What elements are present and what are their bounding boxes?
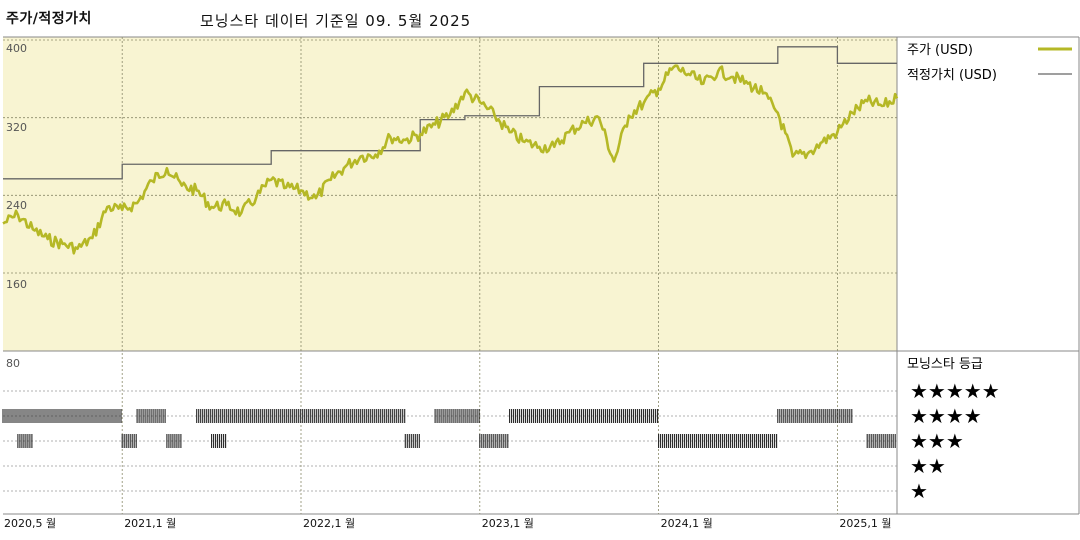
price-line [2, 64, 899, 255]
rating-row-stars: ★ [910, 479, 928, 503]
x-tick-label: 2020,5 월 [4, 517, 56, 530]
y-tick-label: 320 [6, 121, 27, 134]
rating-bar-4-stars [777, 409, 853, 423]
y-tick-label: 240 [6, 199, 27, 212]
rating-row-stars: ★★ [910, 454, 946, 478]
legend-fair-value-label: 적정가치 (USD) [907, 68, 997, 83]
rating-bar-3-stars [404, 434, 420, 448]
rating-bar-4-stars [136, 409, 166, 423]
rating-bar-4-stars [434, 409, 480, 423]
y-tick-label: 160 [6, 278, 27, 291]
rating-bar-4-stars [2, 409, 122, 423]
x-tick-label: 2025,1 월 [839, 517, 891, 530]
x-tick-label: 2022,1 월 [303, 517, 355, 530]
rating-bar-3-stars [658, 434, 778, 448]
rating-bar-4-stars [509, 409, 659, 423]
x-tick-label: 2024,1 월 [661, 517, 713, 530]
x-tick-label: 2021,1 월 [124, 517, 176, 530]
legend-price-label: 주가 (USD) [907, 43, 973, 58]
rating-bar-3-stars [121, 434, 137, 448]
rating-title: 모닝스타 등급 [907, 357, 983, 372]
rating-bar-3-stars [866, 434, 896, 448]
rating-bar-3-stars [211, 434, 227, 448]
rating-bar-3-stars [17, 434, 33, 448]
x-tick-label: 2023,1 월 [482, 517, 534, 530]
chart-title: 주가/적정가치 [6, 11, 92, 27]
fair-value-line [3, 46, 897, 180]
rating-bar-3-stars [166, 434, 182, 448]
price-panel-background [3, 37, 897, 351]
rating-row-stars: ★★★★ [910, 404, 982, 428]
data-date-label: 모닝스타 데이터 기준일 09. 5월 2025 [200, 12, 472, 30]
rating-bar-3-stars [479, 434, 509, 448]
rating-row-stars: ★★★★★ [910, 379, 1000, 403]
y-tick-label: 80 [6, 357, 20, 370]
y-tick-label: 400 [6, 42, 27, 55]
rating-bar-4-stars [196, 409, 406, 423]
rating-panel-background [3, 351, 897, 514]
rating-row-stars: ★★★ [910, 429, 964, 453]
